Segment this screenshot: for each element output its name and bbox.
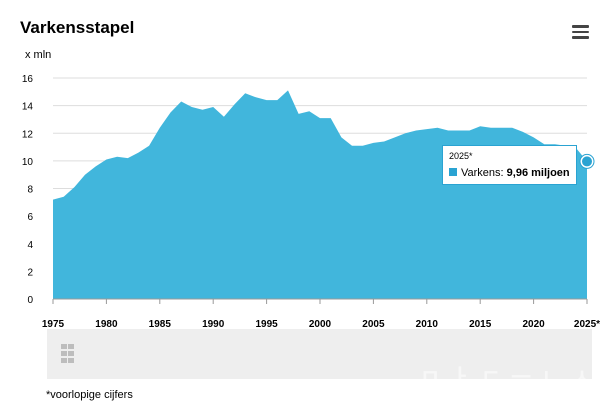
x-tick-label: 2010 (416, 319, 439, 330)
x-tick-label: 2025* (574, 319, 600, 330)
y-tick-label: 14 (22, 102, 34, 113)
navigator-band (47, 329, 592, 379)
cbs-logo-icon (61, 344, 74, 363)
data-tooltip: 2025* Varkens: 9,96 miljoen (442, 145, 577, 185)
y-tick-label: 16 (22, 74, 34, 85)
x-tick-label: 2015 (469, 319, 492, 330)
x-tick-label: 2020 (522, 319, 545, 330)
x-tick-label: 1990 (202, 319, 225, 330)
highlight-point (582, 156, 592, 167)
x-tick-label: 2000 (309, 319, 332, 330)
cbs-logo-block (68, 351, 74, 356)
y-tick-label: 0 (27, 295, 33, 306)
y-tick-label: 2 (27, 267, 33, 278)
y-tick-label: 8 (27, 185, 33, 196)
tooltip-series-label: Varkens: (461, 167, 504, 179)
y-tick-label: 4 (27, 240, 33, 251)
tooltip-date: 2025* (449, 151, 473, 161)
cbs-logo-block (68, 358, 74, 363)
tooltip-value: 9,96 miljoen (506, 167, 570, 179)
chart-title: Varkensstapel (20, 18, 135, 37)
x-tick-label: 1995 (255, 319, 278, 330)
watermark-text: ㅁ ㅏ ㄷ ㅡ ㄴ ㅅ (420, 365, 595, 390)
footnote: *voorlopige cijfers (46, 389, 133, 401)
y-axis-unit-label: x mln (25, 49, 52, 61)
x-tick-label: 1980 (95, 319, 118, 330)
cbs-logo-block (61, 358, 67, 363)
hamburger-menu-icon[interactable] (572, 25, 589, 39)
cbs-logo-block (61, 344, 67, 349)
tooltip-legend-swatch (449, 168, 457, 176)
y-tick-label: 10 (22, 157, 34, 168)
series-area (53, 90, 587, 300)
y-tick-label: 12 (22, 129, 34, 140)
y-tick-label: 6 (27, 212, 33, 223)
cbs-logo-block (61, 351, 67, 356)
x-tick-label: 1985 (149, 319, 172, 330)
x-tick-label: 2005 (362, 319, 385, 330)
x-tick-label: 1975 (42, 319, 65, 330)
tooltip-row: Varkens: 9,96 miljoen (449, 167, 570, 179)
cbs-logo-block (68, 344, 74, 349)
